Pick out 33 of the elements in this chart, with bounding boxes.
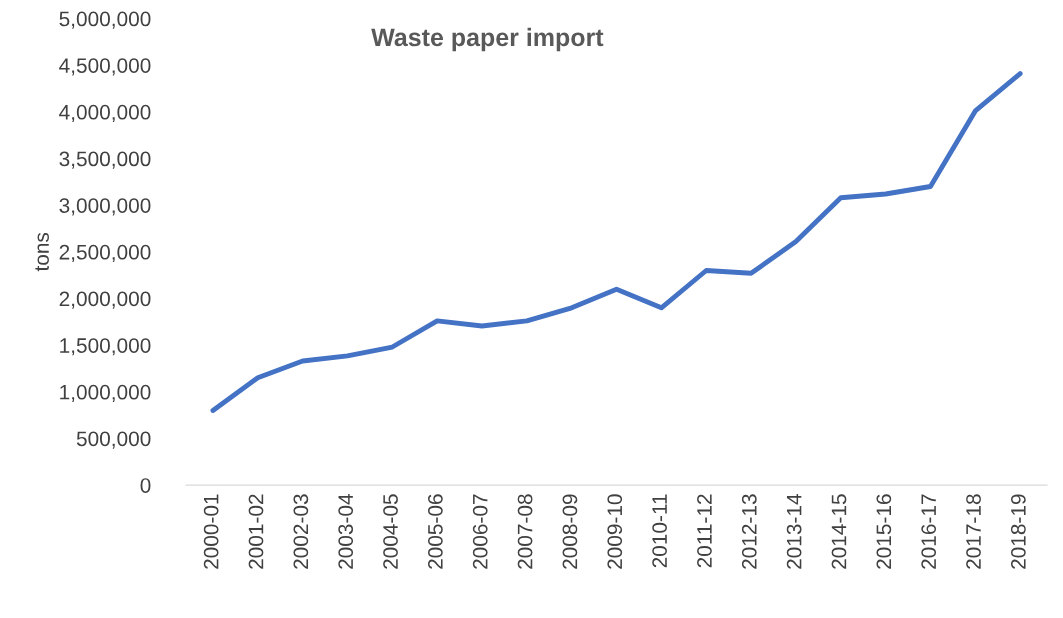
x-tick-label: 2017-18 [966,494,981,569]
x-tick-label: 2003-04 [338,494,354,569]
x-tick-label: 2010-11 [652,494,667,568]
x-tick-label: 2014-15 [831,494,847,569]
y-tick-label: 2,000,000 [59,291,151,309]
y-tick-label: 4,500,000 [59,58,151,76]
y-tick-label: 5,000,000 [59,11,151,29]
x-tick-label: 2015-16 [876,494,892,569]
y-tick-label: 3,500,000 [59,151,151,169]
y-tick-label: 1,500,000 [60,338,151,356]
x-tick-label: 2001-02 [248,494,264,569]
y-tick-label: 1,000,000 [60,384,151,403]
x-tick-label: 2016-17 [921,494,937,569]
line-series [210,71,1023,413]
x-tick-label: 2011-12 [697,494,712,568]
y-tick-label: 500,000 [76,431,151,449]
y-tick-label: 0 [140,478,151,493]
y-axis-title: tons [35,232,49,272]
x-tick-label: 2000-01 [203,494,219,569]
y-tick-label: 3,000,000 [59,198,151,216]
x-tick-label: 2012-13 [741,494,757,569]
y-tick-label: 4,000,000 [59,104,151,123]
x-tick-label: 2007-08 [517,494,533,569]
x-tick-label: 2004-05 [383,494,398,569]
x-tick-label: 2006-07 [472,494,488,569]
y-tick-label: 2,500,000 [59,244,151,263]
x-tick-label: 2018-19 [1010,494,1026,569]
x-tick-label: 2009-10 [607,494,623,569]
x-tick-label: 2005-06 [428,494,443,569]
x-tick-label: 2013-14 [786,494,802,569]
x-tick-label: 2008-09 [562,494,578,569]
x-tick-label: 2002-03 [293,494,309,569]
chart-title: Waste paper import [371,27,604,52]
